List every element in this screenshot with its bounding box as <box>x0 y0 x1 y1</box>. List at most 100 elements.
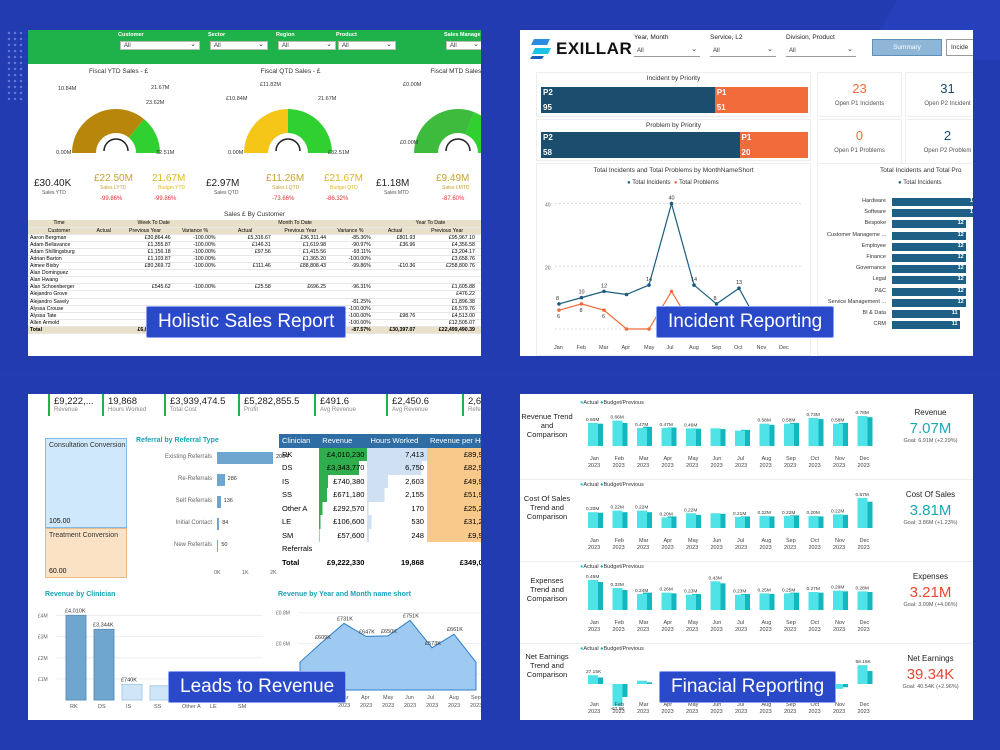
actual-bar[interactable] <box>661 592 672 610</box>
actual-bar[interactable] <box>759 515 770 528</box>
filter-dropdown[interactable]: All <box>710 45 776 57</box>
budget-bar[interactable] <box>643 512 652 528</box>
clinician-bar[interactable] <box>121 683 143 701</box>
actual-bar[interactable] <box>588 422 598 446</box>
filter-dropdown[interactable]: All <box>120 40 200 50</box>
budget-bar[interactable] <box>618 590 628 610</box>
clinician-header-cell[interactable]: Revenue <box>319 434 368 448</box>
table-row[interactable]: Alejandro Grove £476.22 <box>28 290 481 299</box>
actual-bar[interactable] <box>759 593 770 610</box>
table-header-cell[interactable]: Previous Year <box>117 227 173 235</box>
budget-bar[interactable] <box>716 513 726 528</box>
budget-bar[interactable] <box>814 516 824 528</box>
actual-bar[interactable] <box>784 423 794 446</box>
budget-bar[interactable] <box>692 514 701 528</box>
budget-bar[interactable] <box>839 684 848 688</box>
line-point[interactable] <box>669 201 674 206</box>
clinician-header-cell[interactable]: Hours Worked <box>367 434 427 448</box>
actual-bar[interactable] <box>808 515 819 528</box>
table-row[interactable]: Adrian Barton £1,103.87 -100.00% £1,365.20-… <box>28 255 481 264</box>
budget-bar[interactable] <box>863 671 873 684</box>
actual-bar[interactable] <box>808 592 819 610</box>
actual-bar[interactable] <box>808 417 819 446</box>
budget-bar[interactable] <box>741 429 750 446</box>
clinician-bar[interactable] <box>93 628 115 701</box>
budget-bar[interactable] <box>594 512 603 528</box>
filter-dropdown[interactable]: All <box>210 40 268 50</box>
hbar-bar[interactable]: 12 <box>892 298 966 307</box>
incident-button[interactable]: Incide <box>946 39 973 56</box>
actual-bar[interactable] <box>612 420 623 446</box>
line-point[interactable] <box>624 292 629 297</box>
budget-bar[interactable] <box>618 684 628 697</box>
budget-bar[interactable] <box>863 417 873 446</box>
budget-bar[interactable] <box>790 422 799 446</box>
budget-bar[interactable] <box>594 582 603 610</box>
actual-bar[interactable] <box>588 675 598 684</box>
priority-bar-p1[interactable]: P1 20 <box>739 132 808 158</box>
table-header-cell[interactable]: Actual <box>90 227 118 235</box>
budget-bar[interactable] <box>618 422 628 446</box>
hbar-bar[interactable]: 11 <box>892 310 960 318</box>
budget-bar[interactable] <box>618 512 628 528</box>
budget-bar[interactable] <box>692 594 701 610</box>
budget-bar[interactable] <box>667 593 677 610</box>
table-header-cell[interactable]: V <box>476 227 481 235</box>
hbar-bar[interactable]: 12 <box>892 254 966 262</box>
hbar-bar[interactable]: 12 <box>892 287 966 296</box>
budget-bar[interactable] <box>839 514 848 528</box>
actual-bar[interactable] <box>710 581 721 610</box>
actual-bar[interactable] <box>833 514 843 528</box>
budget-bar[interactable] <box>692 428 701 446</box>
actual-bar[interactable] <box>784 515 794 528</box>
budget-bar[interactable] <box>863 501 873 528</box>
table-header-cell[interactable]: Actual <box>217 227 273 235</box>
filter-dropdown[interactable]: All <box>338 40 396 50</box>
budget-bar[interactable] <box>790 515 799 528</box>
line-point[interactable] <box>602 289 606 294</box>
actual-bar[interactable] <box>857 498 868 528</box>
hbar-bar[interactable]: 14 <box>892 209 973 218</box>
summary-button[interactable]: Summary <box>872 39 942 56</box>
budget-bar[interactable] <box>765 424 775 446</box>
referral-bar[interactable] <box>217 518 220 530</box>
filter-dropdown[interactable]: All <box>786 45 856 57</box>
clinician-row[interactable]: Referrals <box>279 542 481 556</box>
priority-bar-p1[interactable]: P1 51 <box>714 87 808 113</box>
table-header-cell[interactable]: Previous Year <box>272 227 328 235</box>
hbar-bar[interactable]: 12 <box>892 276 966 285</box>
line-point[interactable] <box>579 295 584 300</box>
hbar-bar[interactable]: 12 <box>892 265 966 274</box>
filter-dropdown[interactable]: All <box>446 40 481 50</box>
budget-bar[interactable] <box>667 427 677 446</box>
clinician-row[interactable]: Total £9,222,330 19,868 £349,064 <box>279 556 481 570</box>
hbar-bar[interactable]: 11 <box>892 321 960 330</box>
actual-bar[interactable] <box>612 684 623 706</box>
budget-bar[interactable] <box>594 677 603 684</box>
budget-bar[interactable] <box>839 591 848 610</box>
budget-bar[interactable] <box>741 516 750 528</box>
referral-bar[interactable] <box>217 496 221 508</box>
line-point[interactable] <box>624 327 629 331</box>
hbar-bar[interactable]: 14 <box>892 198 973 206</box>
actual-bar[interactable] <box>637 680 647 684</box>
clinician-bar[interactable] <box>149 685 171 701</box>
budget-bar[interactable] <box>765 516 775 528</box>
actual-bar[interactable] <box>637 510 647 528</box>
actual-bar[interactable] <box>661 427 672 446</box>
actual-bar[interactable] <box>686 513 696 528</box>
actual-bar[interactable] <box>637 427 647 446</box>
table-header-cell[interactable]: Variance % <box>327 227 373 235</box>
budget-bar[interactable] <box>643 592 652 610</box>
table-row[interactable]: Aaron Bergman £30,864.46 -100.00% £5,316.67… <box>28 234 481 242</box>
hbar-bar[interactable]: 12 <box>892 242 966 251</box>
table-row[interactable]: Alan Hwang <box>28 276 481 285</box>
table-row[interactable]: Aimee Bixby £80,369.72 -100.00% £111.46 £88,… <box>28 262 481 271</box>
